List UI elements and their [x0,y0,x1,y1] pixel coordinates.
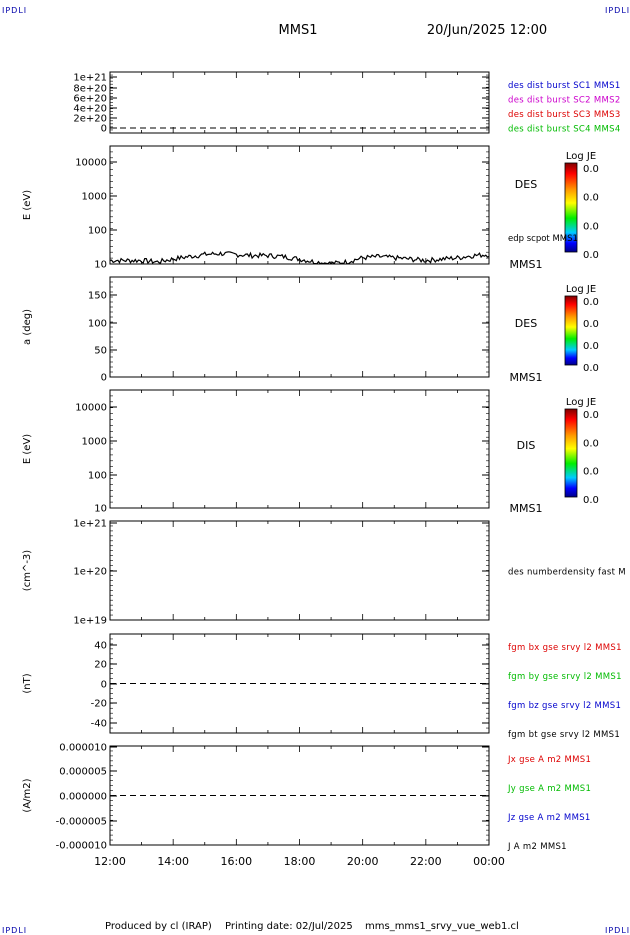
panel-burst-flags-legend-entry: des dist burst SC2 MMS2 [508,96,621,106]
panel-des-pitch-ytick-label: 150 [88,291,107,302]
panel-des-pitch-colorbar [564,295,578,366]
panel-des-energy-trace-label: edp scpot MMS1 [508,234,578,244]
panel-des-energy-right-label: DES [515,178,537,191]
panel-magnetic-field-ytick-label: -20 [91,699,107,710]
panel-burst-flags-ytick-label: 8e+20 [73,84,107,95]
panel-dis-energy-right-label: DIS [517,439,536,452]
panel-current-density-ytick-label: -0.000010 [56,841,107,852]
datetime-title: 20/Jun/2025 12:00 [427,23,547,38]
panel-des-energy-colorbar [564,162,578,253]
panel-des-pitch-colorbar-tick: 0.0 [583,341,599,352]
panel-current-density-xtick-label: 20:00 [347,855,379,868]
panel-des-pitch-colorbar-title: Log JE [566,284,596,295]
panel-magnetic-field-legend-entry: fgm by gse srvy l2 MMS1 [508,672,622,682]
panel-current-density-legend-entry: Jy gse A m2 MMS1 [507,784,591,794]
corner-label-top-left: IPDLI [2,6,28,15]
panel-des-pitch-frame [109,276,490,378]
footer-file: mms_mms1_srvy_vue_web1.cl [365,921,519,932]
panel-dis-energy-colorbar-tick: 0.0 [583,495,599,506]
panel-dis-energy-bottom-label: MMS1 [510,502,543,515]
panel-des-energy-ytick-label: 100 [88,226,107,237]
panel-des-pitch-bottom-label: MMS1 [510,371,543,384]
panel-current-density-ytick-label: -0.000005 [56,817,107,828]
panel-magnetic-field-ytick-label: 20 [94,660,107,671]
panel-current-density-xtick-label: 12:00 [94,855,126,868]
panel-density-ytick-label: 1e+21 [73,519,107,530]
panel-current-density-ytick-label: 0.000005 [59,767,107,778]
panel-magnetic-field-ytick-label: 40 [94,641,107,652]
panel-des-pitch-colorbar-tick: 0.0 [583,297,599,308]
spacecraft-title: MMS1 [279,23,318,38]
panel-des-energy-colorbar-title: Log JE [566,151,596,162]
panel-current-density-legend-entry: Jx gse A m2 MMS1 [507,755,591,765]
panel-dis-energy-ytick-label: 10000 [75,403,107,414]
panel-des-energy-ytick-label: 10000 [75,158,107,169]
panel-current-density-xtick-label: 18:00 [284,855,316,868]
corner-label-bottom-left: IPDLI [2,926,28,935]
panel-des-pitch-ytick-label: 50 [94,346,107,357]
panel-burst-flags-legend-entry: des dist burst SC4 MMS4 [508,125,621,135]
panel-burst-flags-ytick-label: 2e+20 [73,114,107,125]
panel-density-frame [109,520,490,621]
footer-produced-by: Produced by cl (IRAP) [105,921,212,932]
panel-burst-flags-legend-entry: des dist burst SC3 MMS3 [508,110,621,120]
panel-burst-flags-ytick-label: 6e+20 [73,94,107,105]
panel-dis-energy-frame [109,389,490,509]
panel-current-density-ylabel: (A/m2) [22,778,33,812]
panel-des-energy-colorbar-tick: 0.0 [583,193,599,204]
panel-burst-flags-legend-entry: des dist burst SC1 MMS1 [508,81,621,91]
panel-dis-energy-ytick-label: 1000 [82,437,107,448]
panel-burst-flags-ytick-label: 1e+21 [73,73,107,84]
panel-burst-flags-ytick-label: 0 [101,124,107,135]
panel-des-energy-scpot-trace [109,251,490,265]
panel-des-pitch-ylabel: a (deg) [22,309,33,345]
panel-dis-energy-colorbar [564,408,578,498]
panel-des-energy-colorbar-tick: 0.0 [583,250,599,261]
panel-density-legend-entry: des numberdensity fast M [508,568,626,578]
panel-current-density-xtick-label: 14:00 [157,855,189,868]
panel-current-density-ytick-label: 0.000000 [59,792,107,803]
panel-magnetic-field-ylabel: (nT) [22,673,33,693]
panel-burst-flags-ytick-label: 4e+20 [73,104,107,115]
panel-des-energy-ytick-label: 10 [94,260,107,271]
panel-dis-energy-colorbar-tick: 0.0 [583,467,599,478]
panel-current-density-legend-entry: J A m2 MMS1 [507,842,567,852]
footer-printing-date: Printing date: 02/Jul/2025 [225,921,353,932]
corner-label-bottom-right: IPDLI [605,926,630,935]
corner-label-top-right: IPDLI [605,6,630,15]
panel-current-density-ytick-label: 0.000010 [59,743,107,754]
panel-magnetic-field-ytick-label: -40 [91,719,107,730]
panel-dis-energy-colorbar-tick: 0.0 [583,410,599,421]
panel-current-density-xtick-label: 00:00 [473,855,505,868]
panel-des-pitch-ytick-label: 0 [101,373,107,384]
panel-magnetic-field-ytick-label: 0 [101,680,107,691]
panel-des-energy-ytick-label: 1000 [82,192,107,203]
panel-des-energy-bottom-label: MMS1 [510,258,543,271]
panel-des-pitch-right-label: DES [515,317,537,330]
panel-dis-energy-ytick-label: 10 [94,504,107,515]
panel-density-ylabel: (cm^-3) [22,550,33,591]
panel-magnetic-field-legend-entry: fgm bz gse srvy l2 MMS1 [508,701,621,711]
panel-des-pitch-colorbar-tick: 0.0 [583,319,599,330]
panel-des-energy-colorbar-tick: 0.0 [583,164,599,175]
panel-magnetic-field-legend-entry: fgm bt gse srvy l2 MMS1 [508,730,620,740]
panel-burst-flags-frame [109,71,490,134]
panel-des-energy-frame [109,145,490,265]
panel-density-ytick-label: 1e+19 [73,616,107,627]
panel-dis-energy-colorbar-tick: 0.0 [583,438,599,449]
panel-dis-energy-ytick-label: 100 [88,471,107,482]
panel-density-ytick-label: 1e+20 [73,567,107,578]
panel-des-energy-colorbar-tick: 0.0 [583,221,599,232]
panel-current-density-xtick-label: 22:00 [410,855,442,868]
panel-des-pitch-ytick-label: 100 [88,319,107,330]
panel-current-density-legend-entry: Jz gse A m2 MMS1 [507,813,591,823]
panel-des-energy-ylabel: E (eV) [22,190,33,220]
panel-current-density-xtick-label: 16:00 [220,855,252,868]
panel-magnetic-field-legend-entry: fgm bx gse srvy l2 MMS1 [508,643,622,653]
panel-dis-energy-ylabel: E (eV) [22,434,33,464]
panel-dis-energy-colorbar-title: Log JE [566,397,596,408]
panel-des-pitch-colorbar-tick: 0.0 [583,363,599,374]
